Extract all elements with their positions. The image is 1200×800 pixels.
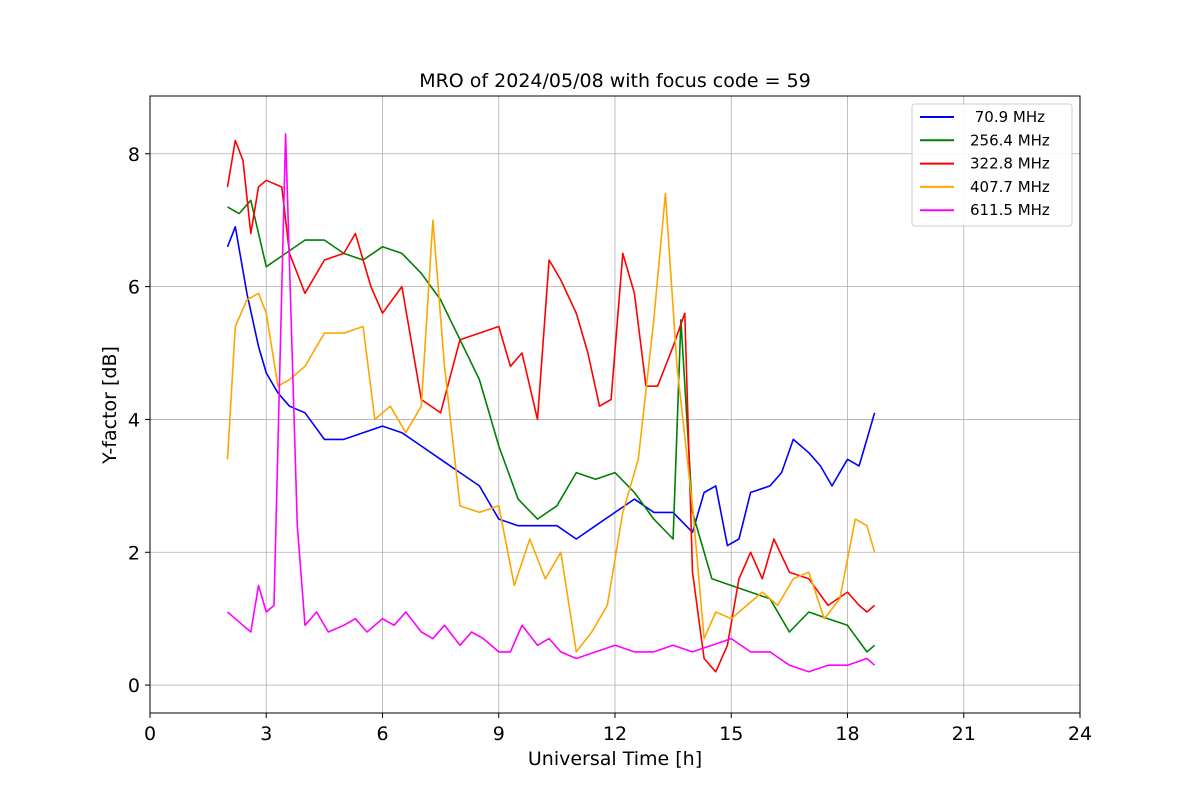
series-line-3 [226, 139, 876, 673]
y-axis-label: Y-factor [dB] [99, 346, 121, 465]
legend: 70.9 MHz 256.4 MHz 322.8 MHz 407.7 MHz 611.5… [911, 103, 1073, 227]
x-tick-label: 9 [493, 723, 505, 745]
legend-label: 70.9 MHz [970, 108, 1045, 126]
legend-label: 407.7 MHz [970, 178, 1050, 196]
x-tick-label: 15 [719, 723, 743, 745]
x-tick-label: 6 [376, 723, 388, 745]
legend-label: 256.4 MHz [970, 131, 1050, 149]
series-line-1 [226, 226, 876, 547]
x-tick-label: 24 [1068, 723, 1092, 745]
y-tick-label: 0 [128, 675, 140, 697]
legend-label: 322.8 MHz [970, 155, 1050, 173]
series-line-5 [226, 133, 876, 673]
x-tick-label: 0 [144, 723, 156, 745]
y-tick-label: 6 [128, 277, 140, 299]
x-tick-label: 18 [835, 723, 859, 745]
legend-box [911, 103, 1073, 227]
y-tick-label: 2 [128, 542, 140, 564]
plot-series [226, 133, 876, 673]
chart-title: MRO of 2024/05/08 with focus code = 59 [419, 70, 811, 92]
y-tick-label: 8 [128, 144, 140, 166]
legend-label: 611.5 MHz [970, 201, 1050, 219]
y-tick-label: 4 [128, 409, 140, 431]
x-tick-label: 12 [603, 723, 627, 745]
x-axis-label: Universal Time [h] [528, 748, 702, 770]
x-tick-label: 21 [952, 723, 976, 745]
series-line-4 [226, 192, 876, 653]
x-tick-label: 3 [260, 723, 272, 745]
